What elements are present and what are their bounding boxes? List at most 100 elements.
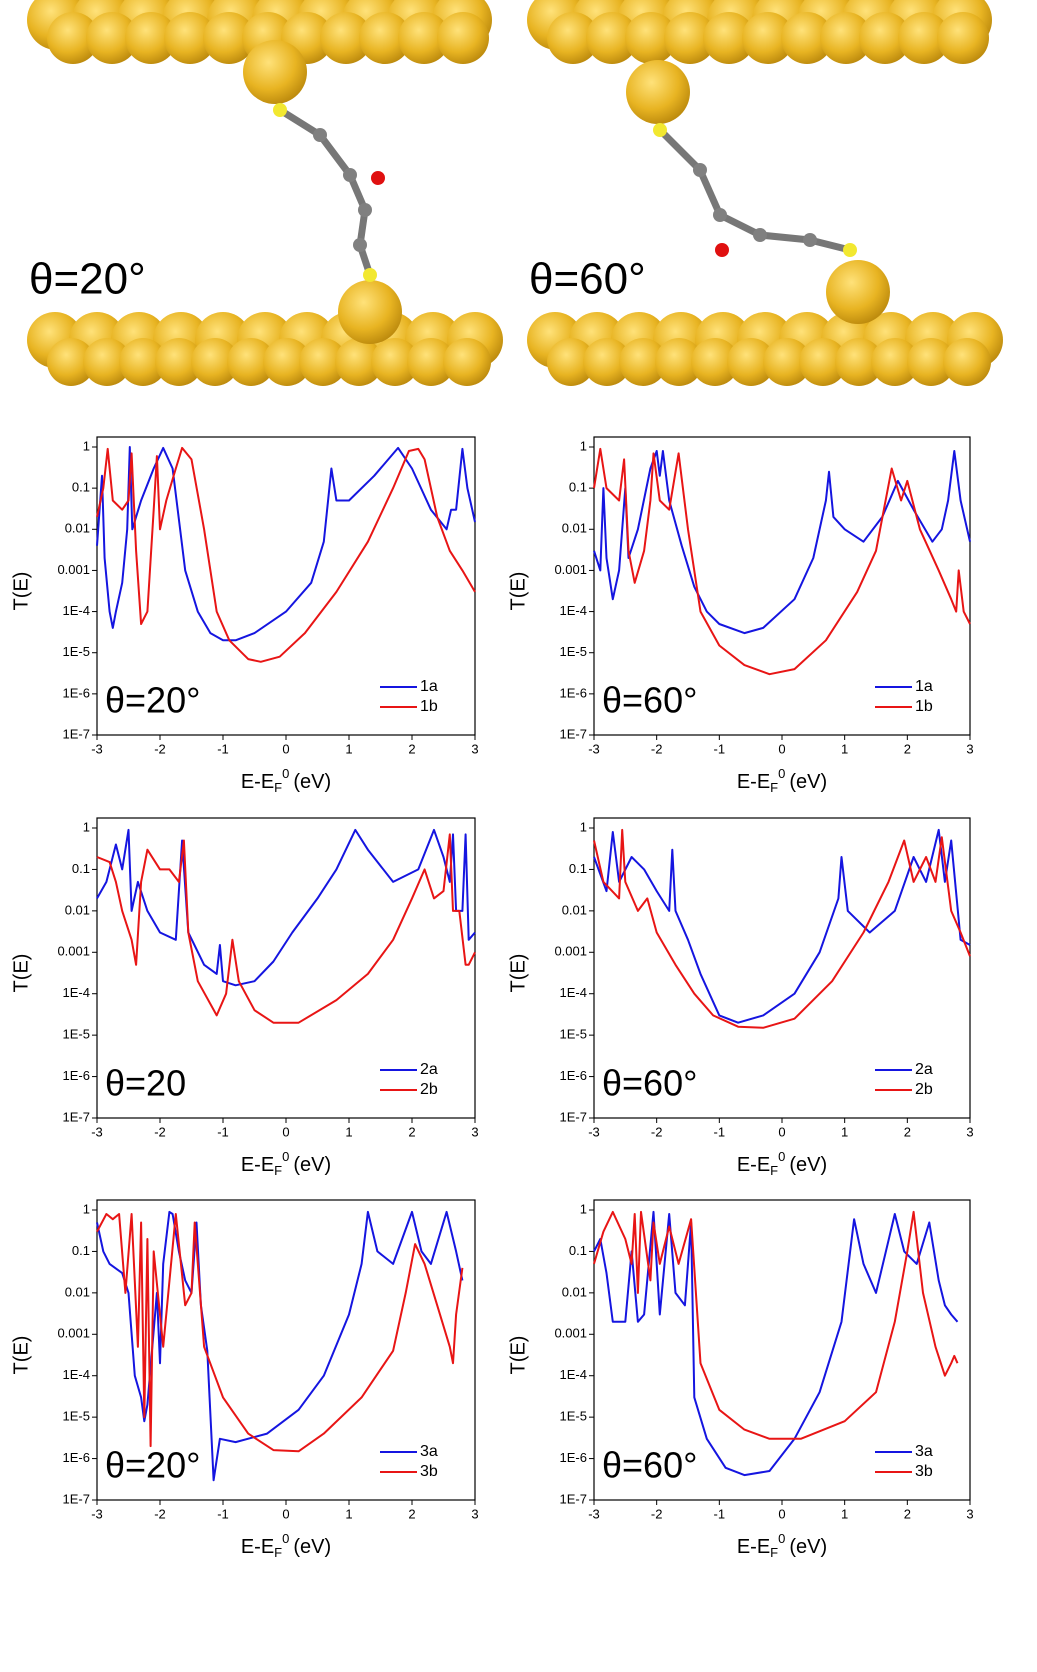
gold-atom	[898, 12, 950, 64]
atom	[343, 168, 357, 182]
gold-atom	[583, 338, 631, 386]
y-tick-label: 1E-7	[560, 1109, 587, 1124]
y-tick-label: 1E-6	[63, 1450, 90, 1465]
chart: 1 0.1 0.01 0.001 1E-4 1E-5 1E-6 1E-7-3 -2 -1 0 1 2 3 T…	[507, 817, 974, 1178]
atom	[803, 233, 817, 247]
series-line	[593, 828, 971, 1029]
atom	[363, 268, 377, 282]
y-tick-label: 1E-6	[560, 1450, 587, 1465]
structure-label: θ=20°	[29, 255, 146, 304]
y-tick-label: 1E-6	[560, 685, 587, 700]
y-tick-label: 0.1	[72, 1243, 90, 1258]
x-axis-label: E-EF0 (eV)	[241, 1149, 331, 1178]
x-tick-label: 0	[778, 1506, 785, 1521]
legend-label: 2a	[915, 1061, 933, 1078]
gold-atom	[547, 12, 599, 64]
gold-atom	[763, 338, 811, 386]
x-tick-label: 2	[904, 741, 911, 756]
gold-atom	[155, 338, 203, 386]
y-tick-label: 0.01	[562, 1284, 587, 1299]
x-axis-label-part: E-E	[737, 1536, 770, 1558]
x-tick-label: 0	[778, 741, 785, 756]
y-tick-label: 0.1	[569, 480, 587, 495]
y-tick-label: 0.1	[72, 861, 90, 876]
x-axis-label-part: E-E	[241, 1536, 274, 1558]
y-tick-label: 0.001	[554, 1326, 587, 1341]
chart: 1 0.1 0.01 0.001 1E-4 1E-5 1E-6 1E-7-3 -2 -1 0 1 2 3 T…	[10, 436, 479, 795]
y-tick-label: 1E-4	[560, 1367, 587, 1382]
series-line	[593, 1210, 959, 1440]
panel-annotation: θ=20	[105, 1063, 186, 1104]
y-tick-label: 1	[83, 819, 90, 834]
legend-label: 3a	[420, 1443, 438, 1460]
chart: 1 0.1 0.01 0.001 1E-4 1E-5 1E-6 1E-7-3 -2 -1 0 1 2 3 T…	[10, 1199, 479, 1560]
x-axis-label-part: (eV)	[293, 1154, 331, 1176]
chart: 1 0.1 0.01 0.001 1E-4 1E-5 1E-6 1E-7-3 -2 -1 0 1 2 3 T…	[507, 436, 974, 795]
gold-atom	[826, 260, 890, 324]
x-tick-label: 1	[841, 741, 848, 756]
gold-atom	[626, 60, 690, 124]
y-tick-label: 1E-7	[63, 1491, 90, 1506]
atom	[753, 228, 767, 242]
x-axis-label: E-EF0 (eV)	[241, 1531, 331, 1560]
legend-label: 2b	[420, 1081, 438, 1098]
x-axis-label-part: 0	[282, 766, 289, 781]
legend-label: 1b	[915, 698, 933, 715]
x-axis-label-part: F	[274, 1545, 282, 1560]
x-axis-label: E-EF0 (eV)	[737, 766, 827, 795]
x-tick-label: -2	[651, 1506, 663, 1521]
bond	[657, 127, 703, 173]
gold-atom	[664, 12, 716, 64]
gold-atom	[335, 338, 383, 386]
y-tick-label: 0.01	[65, 902, 90, 917]
x-axis-label-part: F	[770, 1545, 778, 1560]
x-tick-label: 3	[471, 741, 478, 756]
gold-atom	[338, 280, 402, 344]
x-tick-label: 0	[282, 1506, 289, 1521]
x-tick-label: 1	[841, 1124, 848, 1139]
x-tick-label: 3	[471, 1124, 478, 1139]
x-tick-label: 0	[778, 1124, 785, 1139]
atom	[843, 243, 857, 257]
y-tick-label: 1E-4	[63, 603, 90, 618]
series-line	[593, 450, 971, 635]
y-tick-label: 0.001	[554, 944, 587, 959]
x-tick-label: 3	[966, 1506, 973, 1521]
panel-annotation: θ=20°	[105, 680, 200, 721]
y-axis-label: T(E)	[10, 1336, 32, 1375]
x-tick-label: -1	[217, 1124, 229, 1139]
x-axis-label: E-EF0 (eV)	[737, 1149, 827, 1178]
y-axis-label: T(E)	[10, 954, 32, 993]
chart: 1 0.1 0.01 0.001 1E-4 1E-5 1E-6 1E-7-3 -2 -1 0 1 2 3 T…	[10, 817, 479, 1178]
x-tick-label: 0	[282, 741, 289, 756]
bond	[718, 211, 762, 239]
x-tick-label: 1	[841, 1506, 848, 1521]
gold-atom	[203, 12, 255, 64]
x-tick-label: -3	[91, 741, 103, 756]
gold-atom	[586, 12, 638, 64]
y-tick-label: 0.001	[57, 944, 90, 959]
x-tick-label: -2	[154, 741, 166, 756]
series-line	[593, 828, 971, 1024]
gold-atom	[835, 338, 883, 386]
gold-atom	[243, 40, 307, 104]
gold-atom	[359, 12, 411, 64]
legend-label: 3b	[915, 1463, 933, 1480]
x-axis-label-part: 0	[778, 1149, 785, 1164]
y-tick-label: 1E-6	[63, 1068, 90, 1083]
y-tick-label: 1E-4	[63, 1367, 90, 1382]
x-tick-label: 0	[282, 1124, 289, 1139]
atom	[313, 128, 327, 142]
x-tick-label: -2	[154, 1506, 166, 1521]
structure-images: θ=20° θ=60°	[27, 0, 1003, 386]
y-tick-label: 1	[580, 438, 587, 453]
y-tick-label: 0.001	[57, 1326, 90, 1341]
x-tick-label: 2	[904, 1506, 911, 1521]
gold-atom	[47, 338, 95, 386]
legend-label: 3b	[420, 1463, 438, 1480]
panel-annotation: θ=20°	[105, 1445, 200, 1486]
y-tick-label: 0.1	[72, 480, 90, 495]
y-tick-label: 0.01	[562, 521, 587, 536]
y-tick-label: 1E-4	[560, 603, 587, 618]
y-tick-label: 0.1	[569, 861, 587, 876]
